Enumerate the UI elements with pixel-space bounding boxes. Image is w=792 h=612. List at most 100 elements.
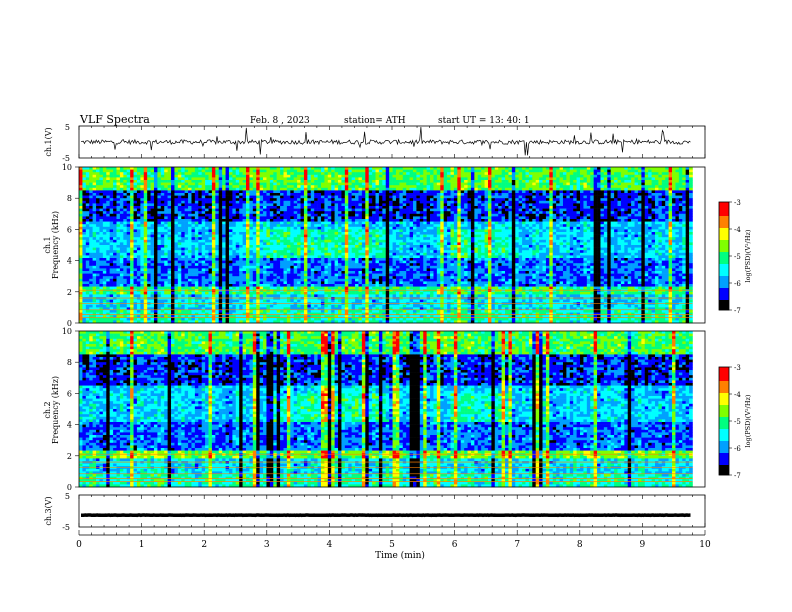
spectrogram-cell	[119, 185, 124, 189]
spectrogram-cell	[487, 198, 492, 202]
spectrogram-cell	[293, 232, 298, 235]
spectrogram-cell	[525, 172, 530, 176]
spectrogram-cell	[174, 234, 179, 238]
spectrogram-cell	[252, 190, 257, 194]
spectrogram-cell	[147, 237, 151, 241]
spectrogram-cell	[614, 221, 618, 225]
spectrogram-cell	[324, 190, 329, 194]
spectrogram-cell	[109, 226, 114, 230]
spectrogram-cell	[143, 198, 148, 202]
spectrogram-cell	[685, 177, 690, 181]
spectrogram-cell	[208, 193, 213, 196]
spectrogram-cell	[583, 193, 588, 196]
spectrogram-cell	[501, 169, 506, 173]
spectrogram-cell	[136, 180, 141, 183]
spectrogram-cell	[300, 185, 305, 189]
spectrogram-cell	[191, 180, 196, 183]
spectrogram-cell	[171, 182, 175, 186]
spectrogram-cell	[378, 232, 383, 235]
spectrogram-cell	[310, 177, 315, 181]
spectrogram-cell	[314, 185, 318, 189]
spectrogram-cell	[280, 203, 284, 207]
spectrogram-cell	[201, 211, 206, 215]
spectrogram-cell	[355, 224, 359, 228]
spectrogram-cell	[590, 167, 594, 170]
spectrogram-cell	[508, 187, 513, 191]
spectrogram-cell	[153, 216, 158, 220]
spectrogram-cell	[494, 174, 499, 178]
spectrogram-cell	[600, 216, 605, 220]
spectrogram-cell	[675, 208, 680, 212]
spectrogram-cell	[453, 190, 458, 194]
spectrogram-cell	[191, 190, 196, 194]
spectrogram-cell	[600, 193, 605, 196]
spectrogram-cell	[580, 211, 584, 215]
spectrogram-cell	[457, 200, 462, 204]
spectrogram-cell	[644, 208, 649, 212]
spectrogram-cell	[276, 219, 281, 222]
spectrogram-cell	[188, 193, 192, 196]
spectrogram-cell	[266, 182, 271, 186]
spectrogram-cell	[474, 208, 479, 212]
spectrogram-cell	[106, 219, 110, 222]
spectrogram-cell	[406, 187, 410, 191]
spectrogram-cell	[157, 190, 162, 194]
spectrogram-cell	[355, 190, 359, 194]
spectrogram-cell	[283, 221, 288, 225]
spectrogram-cell	[620, 224, 625, 228]
spectrogram-cell	[338, 167, 342, 170]
spectrogram-cell	[436, 193, 441, 196]
spectrogram-cell	[508, 216, 513, 220]
spectrogram-cell	[392, 224, 397, 228]
spectrogram-cell	[573, 200, 577, 204]
spectrogram-cell	[542, 200, 547, 204]
spectrogram-cell	[515, 190, 519, 194]
spectrogram-cell	[668, 185, 673, 189]
spectrogram-cell	[143, 206, 148, 209]
spectrogram-cell	[576, 208, 581, 212]
spectrogram-cell	[648, 195, 652, 199]
spectrogram-cell	[123, 229, 128, 233]
spectrogram-cell	[317, 206, 322, 209]
spectrogram-cell	[430, 167, 434, 170]
spectrogram-cell	[580, 203, 584, 207]
spectrogram-cell	[610, 182, 615, 186]
spectrogram-cell	[406, 169, 410, 173]
spectrogram-cell	[297, 216, 301, 220]
spectrogram-cell	[600, 224, 605, 228]
spectrogram-cell	[188, 172, 192, 176]
spectrogram-cell	[280, 229, 284, 233]
spectrogram-cell	[140, 224, 145, 228]
spectrogram-cell	[689, 229, 693, 233]
spectrogram-cell	[242, 190, 247, 194]
spectrogram-cell	[450, 195, 455, 199]
spectrogram-cell	[266, 195, 271, 199]
spectrogram-cell	[522, 198, 526, 202]
spectrogram-cell	[464, 234, 468, 238]
spectrogram-cell	[372, 169, 376, 173]
spectrogram-cell	[641, 200, 646, 204]
spectrogram-cell	[99, 203, 104, 207]
spectrogram-cell	[361, 234, 366, 238]
spectrogram-cell	[505, 198, 509, 202]
spectrogram-cell	[228, 213, 233, 217]
spectrogram-cell	[665, 206, 669, 209]
spectrogram-cell	[539, 200, 543, 204]
spectrogram-cell	[552, 229, 557, 233]
spectrogram-cell	[252, 234, 257, 238]
spectrogram-cell	[96, 198, 100, 202]
spectrogram-cell	[358, 226, 363, 230]
spectrogram-cell	[518, 193, 523, 196]
spectrogram-cell	[389, 234, 393, 238]
spectrogram-cell	[457, 195, 462, 199]
spectrogram-cell	[242, 213, 247, 217]
ch1-spectrogram-cells	[79, 167, 693, 324]
spectrogram-cell	[477, 206, 482, 209]
spectrogram-cell	[389, 203, 393, 207]
spectrogram-cell	[525, 167, 530, 170]
spectrogram-cell	[119, 172, 124, 176]
spectrogram-cell	[508, 169, 513, 173]
spectrogram-cell	[136, 167, 141, 170]
spectrogram-cell	[327, 208, 332, 212]
spectrogram-cell	[300, 193, 305, 196]
